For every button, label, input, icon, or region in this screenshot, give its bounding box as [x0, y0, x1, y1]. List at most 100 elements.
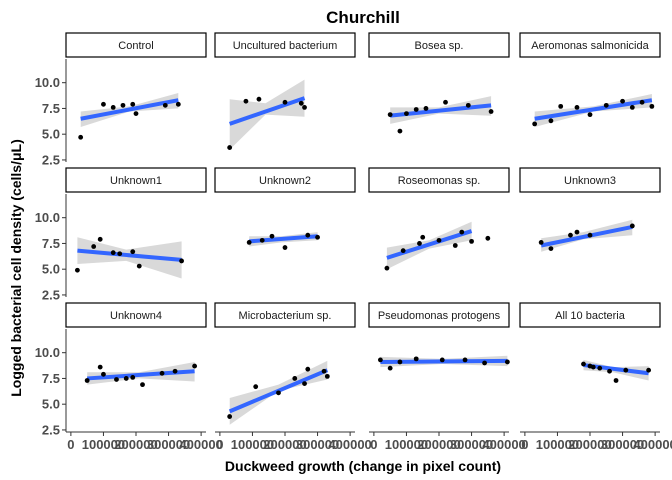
- data-point: [269, 233, 275, 239]
- y-tick-label: 5.0: [42, 262, 60, 277]
- facet-strip: [214, 167, 356, 193]
- x-tick-label: 100000: [82, 437, 125, 452]
- data-point: [459, 229, 465, 235]
- regression-line: [540, 225, 633, 248]
- facet-strip: [519, 167, 661, 193]
- facet-strip: [368, 167, 510, 193]
- data-point: [101, 371, 106, 377]
- data-point: [574, 105, 580, 110]
- facet-label: All 10 bacteria: [555, 310, 626, 322]
- facet-panel: Pseudomonas protogens 0 100000200000300000…: [368, 302, 526, 452]
- data-point: [130, 101, 136, 107]
- data-point: [607, 368, 612, 374]
- data-point: [387, 112, 393, 118]
- data-point: [84, 378, 90, 383]
- confidence-band: [77, 237, 182, 279]
- facet-panel: Control 2.5 5.0 7.5 10.0: [35, 32, 207, 167]
- y-tick-label: 5.0: [42, 397, 60, 412]
- data-point: [321, 368, 327, 374]
- data-point: [613, 378, 619, 383]
- y-tick-label: 7.5: [42, 101, 60, 116]
- data-point: [159, 370, 165, 376]
- data-point: [538, 240, 544, 245]
- data-point: [162, 102, 168, 108]
- y-tick-label: 7.5: [42, 371, 60, 386]
- y-tick-label: 5.0: [42, 127, 60, 142]
- facet-label: Microbacterium sp.: [239, 310, 332, 322]
- data-point: [282, 245, 288, 250]
- data-point: [305, 366, 311, 372]
- facet-label: Unknown1: [110, 175, 162, 187]
- facet-strip: [519, 302, 661, 328]
- data-point: [302, 381, 307, 386]
- data-point: [78, 134, 84, 140]
- facet-strip: [519, 32, 661, 58]
- data-point: [629, 105, 635, 110]
- x-tick-label: 300000: [601, 437, 644, 452]
- x-tick-label: 0: [521, 437, 528, 452]
- facet-strip: [65, 32, 207, 58]
- facet-strip: [65, 167, 207, 193]
- regression-line: [386, 229, 473, 260]
- data-point: [172, 368, 178, 374]
- data-point: [462, 357, 468, 363]
- data-point: [123, 376, 129, 381]
- x-axis-label: Duckweed growth (change in pixel count): [225, 458, 501, 474]
- data-point: [91, 244, 97, 249]
- data-point: [558, 103, 564, 109]
- data-point: [117, 251, 123, 257]
- data-point: [136, 263, 142, 269]
- data-point: [485, 235, 491, 241]
- data-point: [246, 240, 252, 245]
- data-point: [397, 128, 403, 134]
- facet-panel: Uncultured bacterium: [214, 32, 356, 150]
- facet-label: Unknown2: [259, 175, 311, 187]
- facet-label: Control: [118, 40, 153, 52]
- data-point: [384, 265, 390, 271]
- facet-panel: Unknown2: [214, 167, 356, 250]
- data-point: [439, 357, 445, 363]
- x-tick-label: 300000: [296, 437, 339, 452]
- y-tick-label: 2.5: [42, 422, 60, 437]
- data-point: [548, 246, 554, 251]
- data-point: [568, 232, 573, 238]
- data-point: [436, 237, 442, 243]
- data-point: [282, 99, 288, 105]
- facet-panel: Roseomonas sp.: [368, 167, 510, 271]
- y-tick-label: 7.5: [42, 236, 60, 251]
- facet-panel: Aeromonas salmonicida: [519, 32, 661, 127]
- data-point: [259, 237, 265, 243]
- data-point: [256, 96, 262, 102]
- x-tick-label: 100000: [385, 437, 428, 452]
- y-tick-label: 10.0: [35, 75, 60, 90]
- facet-strip: [214, 32, 356, 58]
- x-tick-label: 100000: [231, 437, 274, 452]
- facet-strip: [368, 32, 510, 58]
- data-point: [420, 234, 426, 240]
- x-tick-label: 200000: [417, 437, 460, 452]
- data-point: [488, 109, 494, 114]
- facet-label: Unknown3: [564, 175, 616, 187]
- data-point: [227, 145, 233, 150]
- data-point: [452, 243, 458, 248]
- x-tick-label: 0: [216, 437, 223, 452]
- regression-line: [229, 96, 306, 126]
- facet-label: Roseomonas sp.: [398, 175, 481, 187]
- regression-line: [80, 98, 179, 121]
- data-point: [292, 376, 298, 381]
- facet-grid: Control 2.5 5.0 7.5 10.0 Uncultured bacterium…: [35, 32, 672, 452]
- chart-title: Churchill: [326, 8, 400, 27]
- data-point: [192, 363, 198, 369]
- data-point: [629, 223, 635, 229]
- data-point: [603, 102, 609, 108]
- data-point: [423, 106, 429, 111]
- data-point: [597, 365, 603, 371]
- data-point: [133, 111, 139, 116]
- facet-panel: Unknown3: [519, 167, 661, 252]
- data-point: [110, 250, 116, 256]
- facet-strip: [368, 302, 510, 328]
- data-point: [465, 102, 471, 108]
- data-point: [298, 100, 304, 106]
- data-point: [305, 232, 311, 238]
